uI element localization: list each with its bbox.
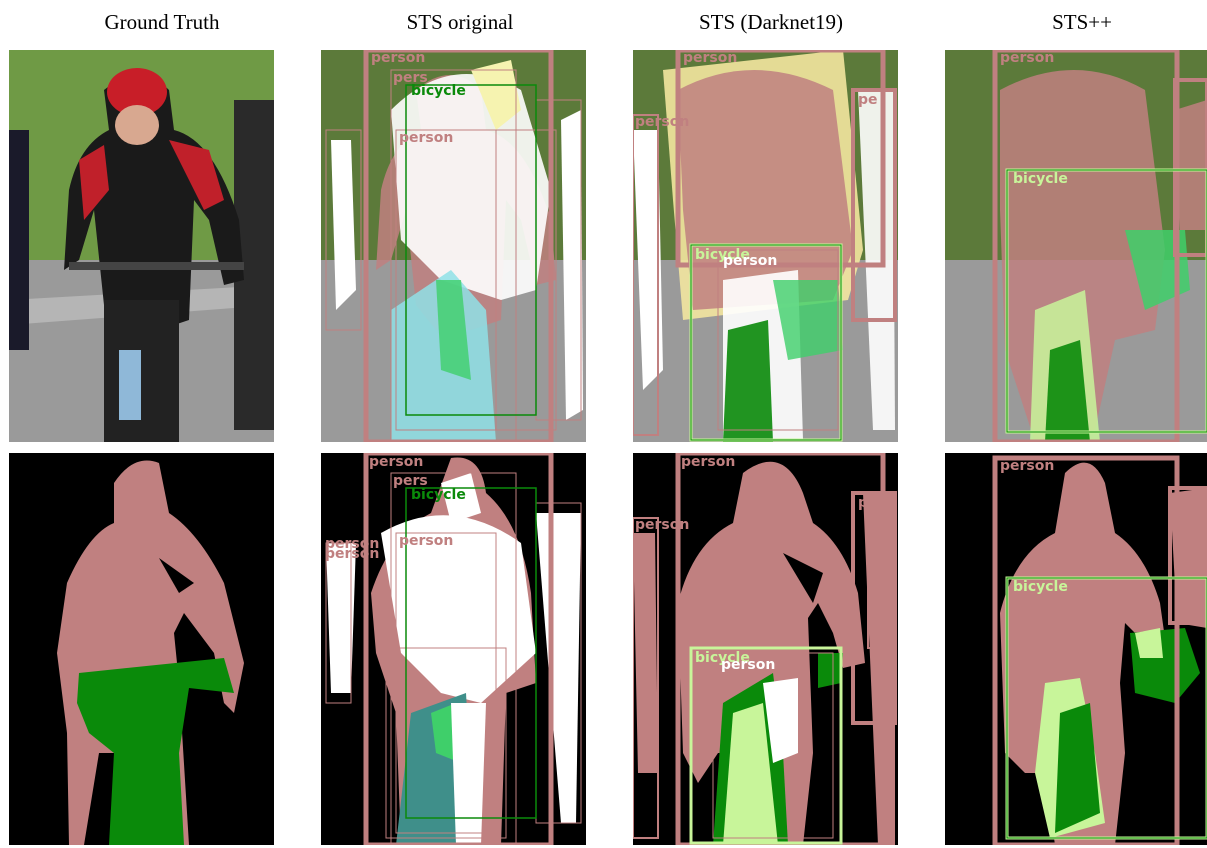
- photo-sts-original: person pers bicycle person: [321, 50, 586, 442]
- gt-segmentation-mask: [9, 453, 274, 845]
- mask-sts-plus-plus: person pers bicycle: [945, 453, 1207, 845]
- label-person-truncated: pe: [858, 495, 878, 511]
- title-sts-darknet19: STS (Darknet19): [698, 10, 844, 34]
- photo-sts-darknet19: person pe person bicycle person: [633, 50, 898, 442]
- title-sts-original: STS original: [406, 10, 514, 34]
- mask-sts-original: person pers bicycle person person person…: [321, 453, 586, 845]
- mask-ground-truth: [9, 453, 274, 845]
- label-bicycle: bicycle: [1013, 579, 1068, 595]
- label-person-truncated: pers: [393, 473, 428, 489]
- label-person: person: [723, 253, 777, 269]
- photo-ground-truth: [9, 50, 274, 442]
- label-person: person: [325, 546, 379, 562]
- label-bicycle: bicycle: [695, 650, 750, 666]
- sts-original-photo-overlay: person pers bicycle person: [321, 50, 586, 442]
- label-bicycle: bicycle: [695, 247, 750, 263]
- label-bicycle: bicycle: [1013, 171, 1068, 187]
- label-person: person: [399, 130, 453, 146]
- sts-darknet19-photo-overlay: person pe person bicycle person: [633, 50, 898, 442]
- cyclist-photo-gt: [9, 50, 274, 442]
- mask-sts-darknet19: person pe person pe bicycle person: [633, 453, 898, 845]
- label-person: person: [635, 114, 689, 130]
- sts-plus-plus-photo-overlay: person bicycle: [945, 50, 1207, 442]
- label-person: person: [369, 454, 423, 470]
- label-person: person: [721, 657, 775, 673]
- label-person-truncated: pers: [1175, 489, 1207, 505]
- photo-sts-plus-plus: person bicycle: [945, 50, 1207, 442]
- label-person: person: [399, 533, 453, 549]
- label-mis: m: [389, 649, 404, 665]
- label-person-truncated: pers: [393, 70, 428, 86]
- label-person: person: [325, 536, 379, 552]
- label-person-truncated: pe: [873, 581, 893, 597]
- sts-original-mask: person pers bicycle person person person…: [321, 453, 586, 845]
- label-person-truncated: pe: [858, 92, 878, 108]
- label-person: person: [635, 517, 689, 533]
- label-person: person: [683, 50, 737, 66]
- label-person: person: [371, 50, 425, 66]
- title-sts-plus-plus: STS++: [1052, 10, 1112, 34]
- label-person: person: [1000, 458, 1054, 474]
- label-bicycle: bicycle: [411, 83, 466, 99]
- label-person: person: [681, 454, 735, 470]
- label-bicycle: bicycle: [411, 487, 466, 503]
- sts-darknet19-mask: person pe person pe bicycle person: [633, 453, 898, 845]
- label-person: person: [1000, 50, 1054, 66]
- title-ground-truth: Ground Truth: [104, 10, 220, 34]
- sts-plus-plus-mask: person pers bicycle: [945, 453, 1207, 845]
